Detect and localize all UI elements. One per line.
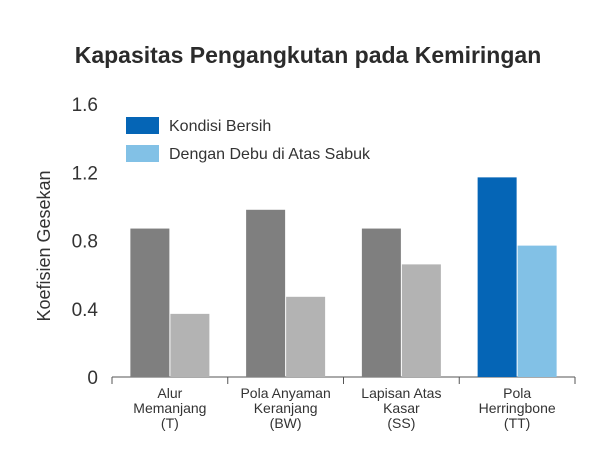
bar-dengan-debu-3 <box>401 264 441 377</box>
bar-kondisi-bersih-4 <box>477 177 517 377</box>
bar-dengan-debu-2 <box>286 296 326 377</box>
y-tick-label: 1.6 <box>72 95 98 116</box>
x-category-label: Lapisan Atas Kasar (SS) <box>361 385 441 431</box>
x-category-label: Alur Memanjang (T) <box>133 385 206 431</box>
bar-dengan-debu-1 <box>170 313 210 377</box>
bar-dengan-debu-4 <box>517 245 557 377</box>
y-axis-label: Koefisien Gesekan <box>34 170 54 321</box>
legend-label-dengan-debu: Dengan Debu di Atas Sabuk <box>169 146 371 163</box>
axes: 0 0.4 0.8 1.2 1.6 <box>72 95 576 389</box>
bar-kondisi-bersih-1 <box>130 228 170 377</box>
x-category-label: Pola Herringbone (TT) <box>479 385 556 431</box>
category-labels: Alur Memanjang (T) Pola Anyaman Keranjang (BW… <box>133 385 556 431</box>
y-tick-label: 0.8 <box>72 232 98 253</box>
y-tick-label: 0 <box>87 368 98 389</box>
y-tick-label: 1.2 <box>72 163 98 184</box>
bar-kondisi-bersih-2 <box>246 209 286 377</box>
legend-swatch-kondisi-bersih <box>126 117 159 134</box>
y-tick-label: 0.4 <box>72 300 99 321</box>
legend-label-kondisi-bersih: Kondisi Bersih <box>169 118 271 135</box>
bars <box>130 177 557 377</box>
x-category-label: Pola Anyaman Keranjang (BW) <box>240 385 330 431</box>
chart-title: Kapasitas Pengangkutan pada Kemiringan <box>75 42 542 68</box>
legend: Kondisi Bersih Dengan Debu di Atas Sabuk <box>126 117 371 163</box>
bar-kondisi-bersih-3 <box>361 228 401 377</box>
legend-swatch-dengan-debu <box>126 145 159 162</box>
